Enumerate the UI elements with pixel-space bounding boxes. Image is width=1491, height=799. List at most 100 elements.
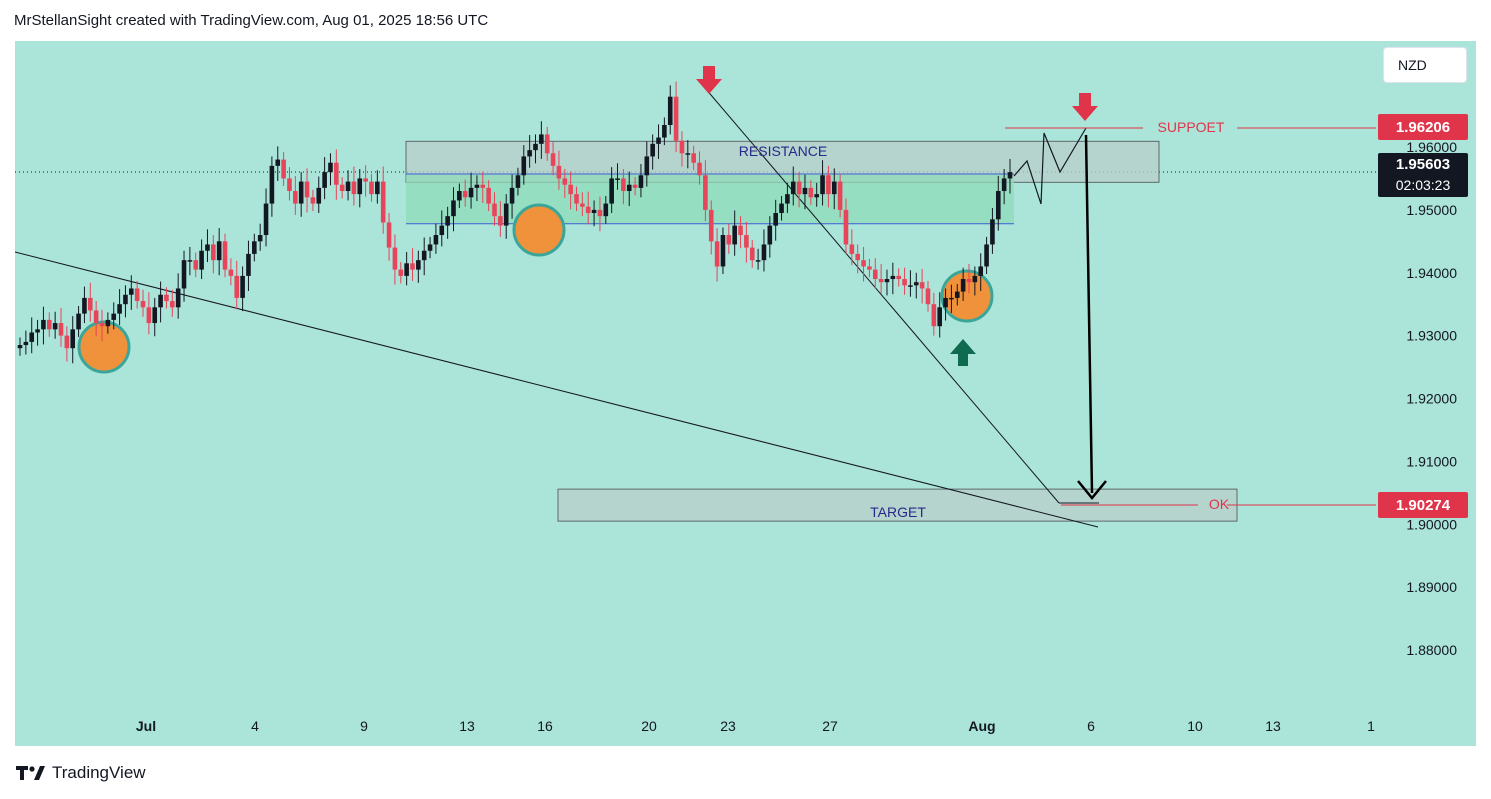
candle-body [386,222,392,248]
currency-button[interactable]: NZD [1383,47,1467,83]
resistance-label: RESISTANCE [739,143,827,159]
y-tick-label: 1.92000 [1406,391,1457,407]
candle-body [966,279,972,283]
candle-body [913,282,919,286]
candle-body [462,191,468,198]
candle-body [398,269,404,276]
candle-body [785,194,790,204]
ok-label: OK [1209,496,1230,512]
candle-body [527,150,532,157]
candle-body [492,203,497,217]
candle-body [146,307,152,324]
candle-body [158,294,163,308]
candle-body [281,159,286,179]
candle-body [632,184,638,188]
candle-body [603,203,609,217]
y-tick-label: 1.96000 [1406,139,1457,155]
candle-body [831,181,837,195]
chart-area[interactable]: RESISTANCE TARGET SUPPOET OK 1.96000 1.95000 1… [15,41,1476,746]
candle-body [328,162,333,173]
target-label: TARGET [870,504,926,520]
candle-body [433,235,439,245]
candle-body [550,153,556,166]
candle-body [111,313,117,320]
candle-body [615,178,620,180]
candle-body [515,175,521,188]
candle-body [392,247,398,270]
candle-body [954,291,960,298]
candle-body [644,156,650,176]
price-chart[interactable]: RESISTANCE TARGET SUPPOET OK 1.96000 1.95000 1… [15,41,1476,746]
candle-body [322,172,327,188]
candle-body [129,288,134,295]
candle-body [345,181,351,192]
candle-body [380,181,386,223]
candle-body [457,191,462,201]
candle-body [521,156,527,176]
candle-body [837,181,843,210]
candle-body [134,288,140,302]
candle-body [544,134,550,154]
candle-body [427,244,433,251]
bounce-circle-3 [940,269,994,323]
candle-body [334,162,339,185]
candle-body [46,319,52,330]
target-arrow-shaft [1084,134,1094,494]
candle-body [187,260,193,262]
x-tick-label: 10 [1187,718,1203,734]
candle-body [808,187,814,198]
candle-body [445,216,450,226]
candles [17,81,1013,364]
candle-body [761,244,767,261]
candle-body [943,297,948,308]
candle-body [211,244,216,261]
breakdown-trendline [704,87,1060,504]
candle-body [995,191,1001,220]
bounce-circle-2 [512,203,566,257]
y-tick-label: 1.95000 [1406,202,1457,218]
candle-body [744,235,749,248]
candle-body [421,250,427,261]
candle-body [861,260,866,267]
x-axis: Jul 4 9 13 16 20 23 27 Aug 6 10 13 1 [136,718,1375,734]
price-tag-bg [1378,114,1468,140]
price-tag-current: 1.95603 02:03:23 [1378,153,1468,197]
candle-body [93,310,99,324]
candle-body [175,288,181,308]
candle-body [123,294,128,305]
candle-body [404,263,409,276]
candle-body [310,197,316,204]
candle-body [667,96,673,125]
candle-body [246,253,251,276]
candle-body [802,187,808,195]
bounce-circle-1 [77,320,131,374]
candle-body [216,241,222,261]
candle-body [585,206,591,214]
candle-body [269,165,275,204]
candle-body [556,165,562,179]
candle-body [826,175,831,195]
suppoet-label: SUPPOET [1158,119,1225,135]
x-tick-label: Aug [968,718,995,734]
candle-body [902,279,907,286]
candle-body [193,260,199,270]
candle-body [990,219,995,245]
candle-body [170,301,175,308]
candle-body [316,187,322,204]
candle-body [99,323,105,327]
y-tick-label: 1.88000 [1406,642,1457,658]
target-arrow-head [1077,480,1107,500]
candle-body [621,178,626,192]
candle-body [749,247,755,261]
candle-body [673,96,679,141]
candle-body [298,181,304,204]
candle-body [293,191,298,204]
price-tag-countdown: 02:03:23 [1396,177,1451,193]
candle-body [714,241,720,267]
candle-body [76,313,81,330]
candle-body [562,178,568,185]
price-tag-bg [1378,492,1468,518]
candle-body [738,225,743,236]
candle-body [105,319,111,327]
y-tick-label: 1.90000 [1406,516,1457,532]
